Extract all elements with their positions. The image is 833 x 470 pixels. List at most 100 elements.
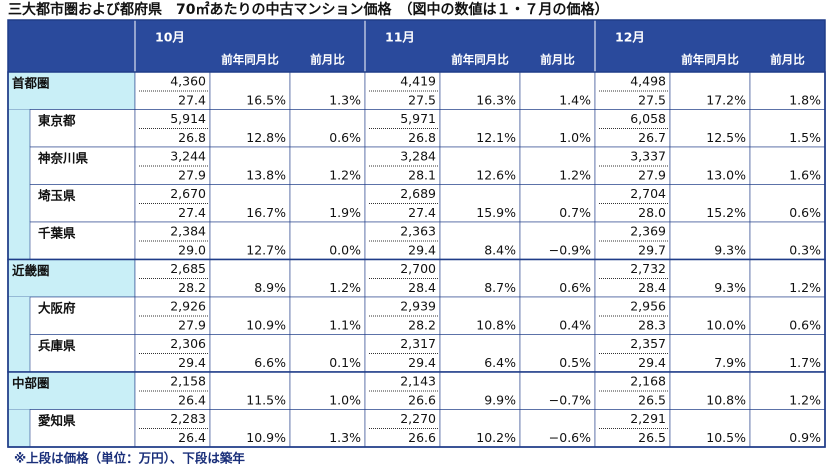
cell: [669, 334, 751, 373]
cell: [439, 221, 521, 260]
cell: [669, 221, 751, 260]
yoy: 12.5%: [706, 130, 746, 145]
price: 2,689: [400, 186, 436, 201]
building-age: 26.4: [178, 393, 206, 408]
yoy: 6.6%: [254, 355, 286, 370]
mom: 1.2%: [329, 280, 361, 295]
price: 2,384: [170, 224, 206, 239]
building-age: 27.5: [638, 93, 666, 108]
building-age: 29.4: [178, 355, 206, 370]
building-age: 29.4: [638, 355, 666, 370]
yoy: 13.0%: [706, 168, 746, 183]
yoy: 12.7%: [246, 243, 286, 258]
cell: [289, 371, 366, 410]
cell: [439, 259, 521, 298]
mom: 1.3%: [329, 430, 361, 445]
price: 2,291: [630, 411, 666, 426]
cell: [209, 221, 291, 260]
mom: 0.6%: [329, 130, 361, 145]
cell: [289, 409, 366, 448]
building-age: 28.0: [638, 205, 666, 220]
indent-strip: [8, 409, 30, 447]
mom: 0.4%: [559, 318, 591, 333]
price: 2,732: [630, 261, 666, 276]
building-age: 28.1: [408, 168, 436, 183]
price: 2,363: [400, 224, 436, 239]
mom: 0.5%: [559, 355, 591, 370]
indent-strip: [8, 109, 30, 147]
building-age: 29.4: [408, 243, 436, 258]
sub-header: 前月比: [770, 53, 805, 67]
indent-strip: [8, 147, 30, 185]
row-name: 神奈川県: [38, 151, 89, 166]
cell: [209, 296, 291, 335]
mom: 1.1%: [329, 318, 361, 333]
price: 2,283: [170, 411, 206, 426]
sub-header: 前年同月比: [451, 53, 509, 67]
row-name: 兵庫県: [38, 338, 76, 353]
price: 3,244: [170, 149, 206, 164]
price: 2,357: [630, 336, 666, 351]
sub-header: 前年同月比: [681, 53, 739, 67]
cell: [749, 334, 826, 373]
cell: [289, 334, 366, 373]
building-age: 26.6: [408, 393, 436, 408]
building-age: 27.9: [178, 318, 206, 333]
cell: [209, 109, 291, 148]
building-age: 26.8: [408, 130, 436, 145]
region-name-cell: [7, 259, 136, 298]
price: 2,939: [400, 299, 436, 314]
cell: [519, 109, 596, 148]
yoy: 8.4%: [484, 243, 516, 258]
cell: [519, 409, 596, 448]
price: 5,971: [400, 111, 436, 126]
indent-strip: [8, 222, 30, 260]
cell: [519, 296, 596, 335]
yoy: 12.6%: [476, 168, 516, 183]
yoy: 15.2%: [706, 205, 746, 220]
mom: 0.1%: [329, 355, 361, 370]
cell: [209, 259, 291, 298]
mom: −0.7%: [549, 393, 591, 408]
name-cell: [29, 109, 136, 148]
yoy: 15.9%: [476, 205, 516, 220]
cell: [439, 409, 521, 448]
mom: 1.9%: [329, 205, 361, 220]
cell: [519, 334, 596, 373]
yoy: 10.2%: [476, 430, 516, 445]
yoy: 9.3%: [714, 280, 746, 295]
header-bg: [8, 20, 825, 72]
cell: [519, 259, 596, 298]
building-age: 26.5: [638, 393, 666, 408]
cell: [669, 109, 751, 148]
price: 2,700: [400, 261, 436, 276]
yoy: 16.7%: [246, 205, 286, 220]
yoy: 10.9%: [246, 318, 286, 333]
mom: 1.2%: [559, 168, 591, 183]
mom: 1.2%: [329, 168, 361, 183]
building-age: 26.7: [638, 130, 666, 145]
building-age: 28.3: [638, 318, 666, 333]
price: 2,168: [630, 374, 666, 389]
name-cell: [29, 146, 136, 185]
price: 4,360: [170, 74, 206, 89]
building-age: 28.2: [408, 318, 436, 333]
mom: 0.3%: [789, 243, 821, 258]
sub-header: 前年同月比: [221, 53, 279, 67]
mom: 1.4%: [559, 93, 591, 108]
building-age: 27.4: [178, 205, 206, 220]
price: 2,369: [630, 224, 666, 239]
building-age: 26.4: [178, 430, 206, 445]
mom: 1.3%: [329, 93, 361, 108]
yoy: 8.9%: [254, 280, 286, 295]
mom: 0.6%: [789, 205, 821, 220]
row-name: 大阪府: [38, 301, 76, 316]
yoy: 10.9%: [246, 430, 286, 445]
month-label: 11月: [385, 30, 415, 45]
yoy: 10.8%: [476, 318, 516, 333]
cell: [289, 296, 366, 335]
mom: 1.7%: [789, 355, 821, 370]
price: 2,704: [630, 186, 666, 201]
